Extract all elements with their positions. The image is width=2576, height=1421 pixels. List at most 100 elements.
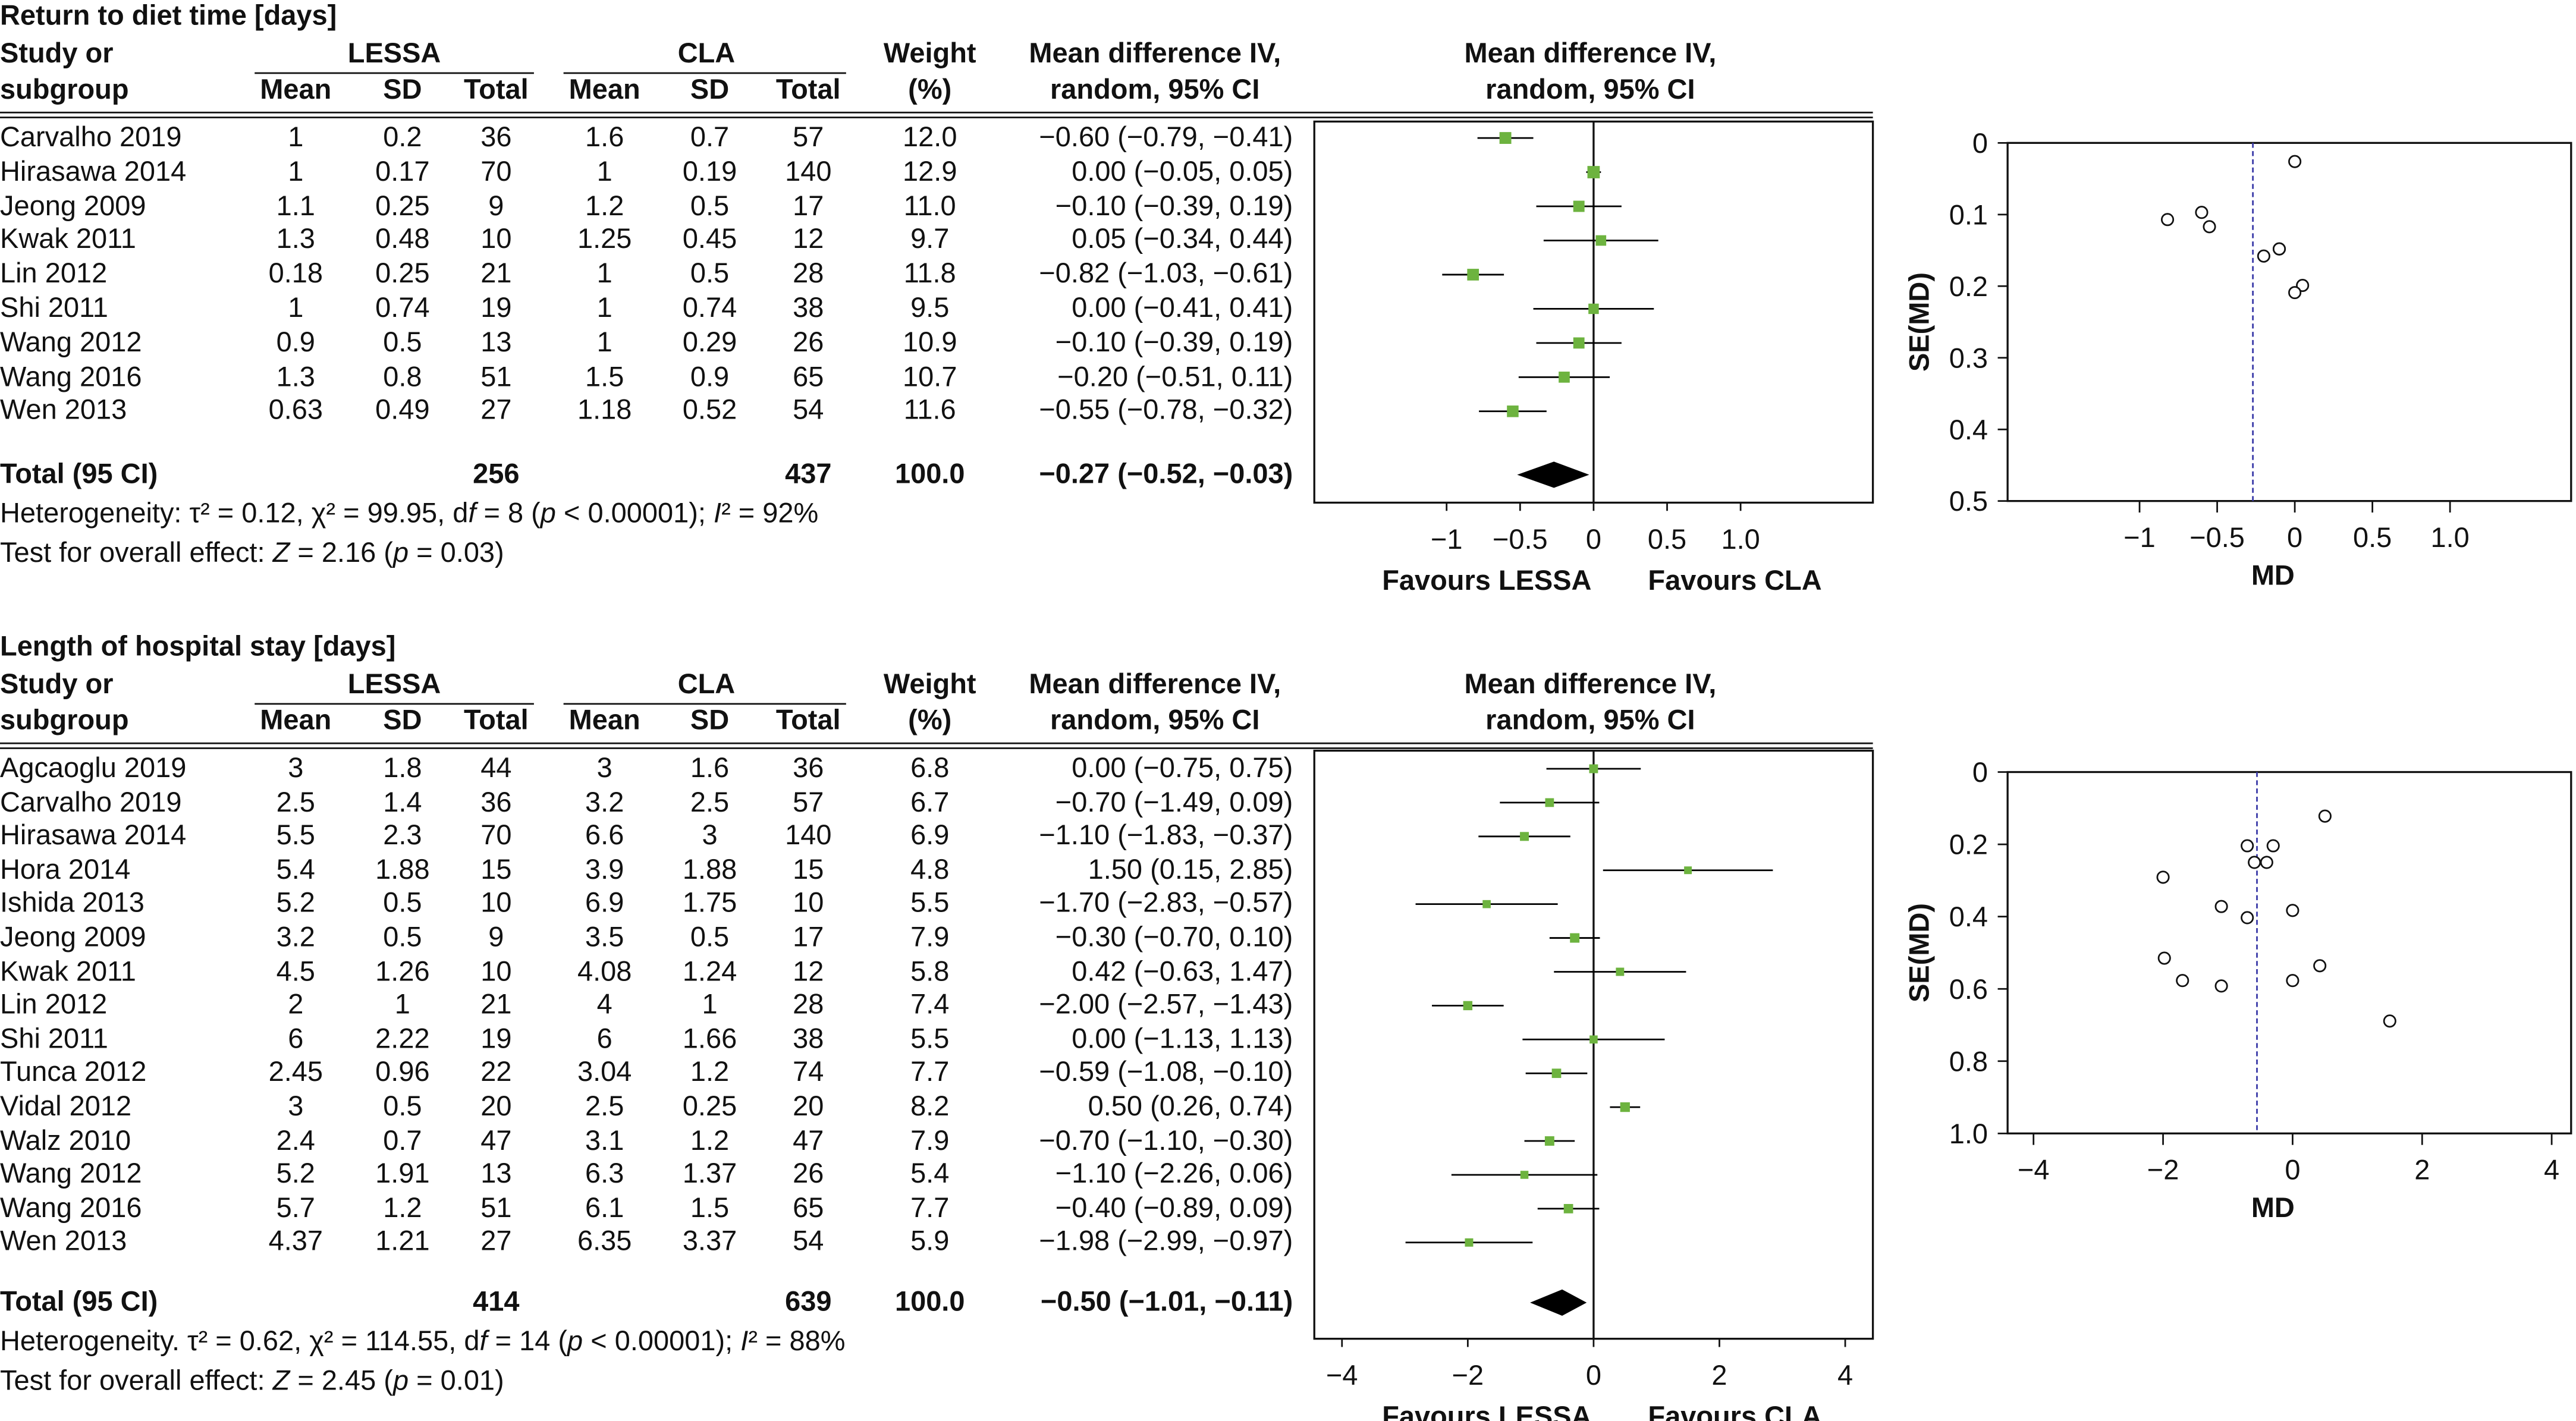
x-tick-label: 0 — [2287, 521, 2302, 553]
cla-sd: 1.5 — [690, 1192, 730, 1224]
lessa-sd: 2.3 — [383, 820, 422, 851]
funnel-plot-frame — [2006, 771, 2572, 1134]
lessa-total: 19 — [480, 292, 512, 324]
x-tick-label: 2 — [1711, 1359, 1727, 1391]
cla-mean: 1.6 — [585, 121, 624, 153]
lessa-total: 13 — [480, 326, 512, 358]
lessa-mean: 5.2 — [276, 887, 315, 919]
header-col-sd: SD — [690, 705, 730, 736]
y-tick-label: 0.4 — [1949, 901, 1988, 932]
lessa-total: 47 — [480, 1124, 512, 1156]
study-weight: 9.7 — [910, 224, 950, 256]
cla-mean: 6.6 — [585, 820, 624, 851]
cla-total: 36 — [793, 752, 824, 784]
cla-sd: 1 — [702, 989, 718, 1021]
study-weight: 6.9 — [910, 820, 950, 851]
cla-total-n: 437 — [785, 458, 832, 490]
lessa-mean: 3.2 — [276, 921, 315, 953]
lessa-sd: 0.25 — [375, 258, 430, 290]
section-title: Return to diet time [days] — [0, 0, 337, 32]
cla-total: 65 — [793, 1192, 824, 1224]
lessa-total: 27 — [480, 395, 512, 426]
x-tick-label: 1.0 — [1721, 523, 1760, 555]
y-tick-label: 1.0 — [1949, 1118, 1988, 1149]
lessa-sd: 0.49 — [375, 395, 430, 426]
cla-total: 74 — [793, 1057, 824, 1089]
lessa-total: 13 — [480, 1158, 512, 1190]
study-md-ci: −2.00 (−2.57, −1.43) — [1039, 989, 1293, 1021]
lessa-mean: 1 — [288, 155, 304, 187]
y-tick-label: 0.3 — [1949, 342, 1988, 373]
study-name: Wang 2016 — [0, 1192, 142, 1224]
funnel-point — [2214, 900, 2228, 913]
lessa-total: 70 — [480, 820, 512, 851]
study-weight: 9.5 — [910, 292, 950, 324]
funnel-point — [2266, 839, 2280, 853]
study-weight: 5.8 — [910, 955, 950, 987]
funnel-point — [2272, 242, 2286, 256]
lessa-sd: 1.88 — [375, 854, 430, 885]
x-tick-label: −1 — [2123, 521, 2156, 553]
lessa-mean: 1 — [288, 121, 304, 153]
cla-sd: 1.66 — [682, 1023, 737, 1055]
lessa-sd: 0.5 — [383, 921, 422, 953]
y-tick-label: 0.2 — [1949, 829, 1988, 860]
study-name: Ishida 2013 — [0, 887, 144, 919]
total-label: Total (95 CI) — [0, 1286, 158, 1318]
lessa-sd: 0.5 — [383, 326, 422, 358]
study-weight: 6.8 — [910, 752, 950, 784]
cla-mean: 1.2 — [585, 190, 624, 221]
lessa-mean: 4.5 — [276, 955, 315, 987]
cla-total: 54 — [793, 1226, 824, 1257]
cla-total: 17 — [793, 190, 824, 221]
header-md-ci: random, 95% CI — [1050, 74, 1260, 105]
lessa-total: 70 — [480, 155, 512, 187]
funnel-point — [2257, 249, 2270, 263]
lessa-mean: 5.7 — [276, 1192, 315, 1224]
funnel-point — [2241, 911, 2254, 925]
study-md-ci: −0.70 (−1.49, 0.09) — [1055, 786, 1293, 818]
study-square — [1620, 1102, 1630, 1112]
study-name: Carvalho 2019 — [0, 786, 182, 818]
study-weight: 8.2 — [910, 1090, 950, 1122]
cla-sd: 1.6 — [690, 752, 730, 784]
header-col-mean: Mean — [260, 74, 332, 105]
x-tick-label: −2 — [1452, 1359, 1484, 1391]
y-tick-label: 0.4 — [1949, 414, 1988, 445]
study-name: Wen 2013 — [0, 395, 127, 426]
header-weight-unit: (%) — [908, 705, 952, 736]
x-tick-label: −1 — [1431, 523, 1463, 555]
lessa-sd: 0.17 — [375, 155, 430, 187]
lessa-total: 10 — [480, 224, 512, 256]
cla-sd: 1.88 — [682, 854, 737, 885]
study-md-ci: 0.05 (−0.34, 0.44) — [1072, 224, 1293, 256]
study-md-ci: −1.10 (−1.83, −0.37) — [1039, 820, 1293, 851]
cla-sd: 0.74 — [682, 292, 737, 324]
cla-total: 54 — [793, 395, 824, 426]
study-name: Carvalho 2019 — [0, 121, 182, 153]
funnel-point — [2286, 904, 2299, 917]
study-md-ci: −0.10 (−0.39, 0.19) — [1055, 190, 1293, 221]
lessa-mean: 0.9 — [276, 326, 315, 358]
x-tick-label: −0.5 — [1493, 523, 1548, 555]
cla-sd: 0.29 — [682, 326, 737, 358]
study-md-ci: 0.00 (−1.13, 1.13) — [1072, 1023, 1293, 1055]
study-square — [1507, 405, 1519, 417]
cla-total: 28 — [793, 258, 824, 290]
lessa-mean: 3 — [288, 1090, 304, 1122]
x-tick-label: −4 — [1326, 1359, 1358, 1391]
funnel-point — [2286, 974, 2299, 988]
lessa-mean: 1.3 — [276, 360, 315, 392]
funnel-point — [2156, 870, 2170, 884]
lessa-sd: 0.48 — [375, 224, 430, 256]
study-md-ci: −1.10 (−2.26, 0.06) — [1055, 1158, 1293, 1190]
x-tick-label: 0 — [1586, 1359, 1601, 1391]
lessa-mean: 0.18 — [268, 258, 323, 290]
header-col-mean: Mean — [568, 74, 640, 105]
funnel-x-label: MD — [2251, 559, 2295, 591]
lessa-total-n: 414 — [473, 1286, 520, 1318]
lessa-sd: 0.7 — [383, 1124, 422, 1156]
lessa-mean: 5.2 — [276, 1158, 315, 1190]
study-weight: 12.9 — [903, 155, 957, 187]
favours-cla-label: Favours CLA — [1648, 564, 1821, 596]
